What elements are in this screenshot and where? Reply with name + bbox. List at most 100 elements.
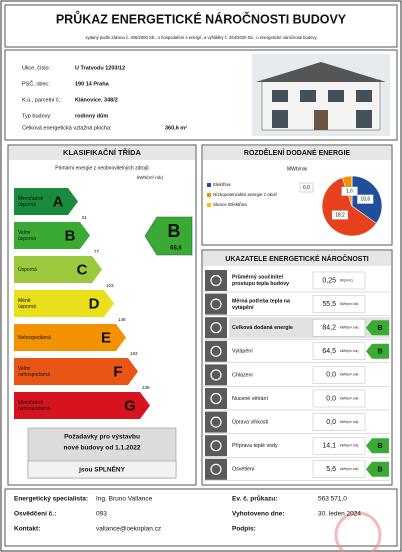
legend-swatch — [207, 183, 211, 187]
slice-label-box — [331, 210, 349, 220]
class-label: Velmi — [18, 230, 30, 236]
legend-label: Nízkopotenciální energie z okolí — [213, 192, 278, 197]
window — [272, 110, 288, 128]
indicator-value: 0,0 — [326, 372, 336, 379]
indicator-value: 14,1 — [322, 443, 336, 450]
indicator-label: Celková dodaná energie — [232, 325, 293, 331]
classification-title-band — [9, 146, 195, 160]
indicator-class-arrow — [366, 461, 389, 477]
distribution-title: ROZDĚLENÍ DODANÉ ENERGIE — [244, 148, 351, 157]
class-limit: 77 — [94, 249, 100, 254]
footer-value: 563 571,0 — [318, 496, 347, 503]
class-letter: E — [101, 329, 111, 346]
legend-swatch — [207, 193, 211, 197]
footer-value: vallance@oekoplan.cz — [96, 526, 161, 533]
value-box — [312, 413, 366, 431]
info-value: U Tratvodu 1203/12 — [75, 65, 125, 71]
indicator-label: Vytápění — [232, 349, 253, 355]
row-icon-glyph — [210, 463, 222, 475]
indicator-value: 0,25 — [322, 277, 336, 284]
indicator-value: 0,0 — [326, 395, 336, 402]
indicator-unit: kWh/(m².rok) — [340, 302, 358, 306]
class-arrow — [14, 290, 114, 317]
area-value: 360,6 m² — [165, 124, 187, 131]
class-limit: 103 — [106, 283, 114, 288]
area-label: Celková energetická vztažná plocha: — [22, 125, 112, 131]
value-box — [312, 319, 366, 337]
row-icon — [205, 270, 227, 291]
row-icon-glyph — [210, 369, 222, 381]
class-label: Mimořádně — [18, 400, 43, 406]
row-icon — [205, 293, 227, 315]
window — [356, 110, 372, 128]
indicator-class: B — [377, 325, 382, 332]
indicator-label: Průměrný součinitel — [232, 274, 283, 281]
footer-label: Energetický specialista: — [14, 496, 88, 503]
footer-box — [4, 488, 398, 547]
class-letter: C — [77, 261, 88, 278]
indicator-value: 55,5 — [322, 301, 336, 308]
class-limit: 51 — [82, 215, 88, 220]
indicator-class: B — [377, 443, 382, 450]
indicators-title-band — [203, 251, 391, 266]
class-label: Velmi — [18, 366, 30, 372]
requirement-text: nové budovy od 1.1.2022 — [64, 445, 141, 452]
subtitle: vydaný podle zákona č. 406/2000 Sb., o h… — [85, 35, 317, 40]
legend-swatch — [207, 203, 211, 207]
row-icon-glyph — [210, 298, 222, 310]
stamp — [334, 511, 382, 552]
class-arrow — [14, 256, 102, 283]
class-letter: D — [89, 295, 100, 312]
class-label: Méně — [18, 298, 31, 304]
slice-label: 1,6 — [346, 189, 353, 195]
footer-value: Ing. Bruno Vallance — [96, 496, 153, 503]
value-box — [312, 389, 366, 408]
slice-label-box — [299, 182, 314, 193]
window — [300, 90, 316, 102]
row-icon — [205, 411, 227, 433]
indicator-value: 64,5 — [322, 348, 336, 355]
footer-value: 30. leden 2024 — [318, 511, 361, 518]
indicator-unit: kWh/(m².rok) — [340, 444, 358, 448]
class-subtitle: Primární energie z neobnovitelných zdroj… — [55, 164, 149, 171]
requirement-text: Požadavky pro výstavbu — [64, 434, 140, 441]
class-arrow — [14, 222, 90, 249]
footer-label: Vyhotoveno dne: — [232, 511, 284, 518]
indicator-unit: kWh/(m².rok) — [340, 396, 358, 400]
info-label: K.ú., parcelní č.: — [22, 97, 62, 103]
footer-label: Kontakt: — [14, 526, 40, 533]
row-icon — [205, 364, 227, 386]
class-letter: F — [113, 363, 122, 380]
value-box — [312, 366, 366, 384]
value-box — [312, 460, 366, 478]
row-icon — [205, 317, 227, 339]
info-label: Ulice, číslo: — [22, 65, 51, 71]
indicator-class: B — [377, 349, 382, 356]
footer-label: Podpis: — [232, 526, 256, 533]
indicator-class-arrow — [366, 320, 389, 336]
row-icon-glyph — [210, 392, 222, 405]
rating-value: 68,6 — [170, 246, 182, 252]
class-limit: 148 — [118, 317, 126, 322]
class-title: KLASIFIKAČNÍ TŘÍDA — [63, 148, 141, 157]
value-box — [312, 437, 366, 455]
indicator-label: Chlazení — [232, 372, 253, 378]
indicator-label: prostupu tepla budovy — [232, 281, 289, 287]
indicator-unit: kWh/(m².rok) — [340, 373, 358, 377]
indicator-label: Příprava teplé vody — [232, 443, 278, 449]
rating-letter: B — [168, 221, 181, 241]
class-arrow — [14, 324, 126, 351]
value-box — [312, 271, 366, 290]
requirement-text: jsou SPLNĚNY — [78, 465, 126, 474]
title: PRŮKAZ ENERGETICKÉ NÁROČNOSTI BUDOVY — [56, 10, 347, 26]
class-arrow — [14, 188, 78, 215]
footer-label: Ev. č. průkazu: — [232, 495, 277, 503]
class-label: úsporná — [18, 236, 36, 242]
class-label: Nehospodárná — [18, 335, 51, 341]
class-label: nehospodárná — [18, 372, 50, 378]
slice-label: 18,2 — [335, 212, 345, 218]
value-box — [312, 295, 366, 313]
pie-slice — [321, 177, 377, 237]
class-unit: kWh/(m².rok) — [137, 175, 163, 180]
